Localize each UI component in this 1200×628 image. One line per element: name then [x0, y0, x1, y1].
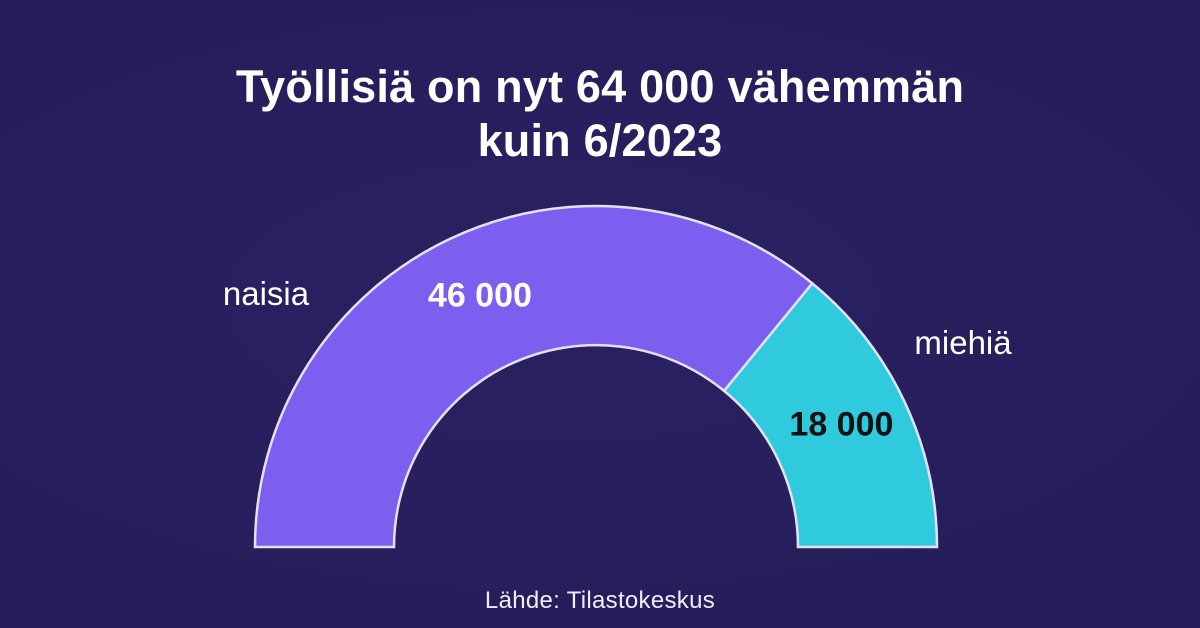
gauge-segment-miehiä — [722, 281, 939, 549]
segment-value-naisia: 46 000 — [427, 276, 532, 315]
chart-title-line1: Työllisiä on nyt 64 000 vähemmän — [235, 61, 965, 112]
segment-value-miehia: 18 000 — [789, 405, 894, 444]
segment-label-miehia: miehiä — [914, 324, 1012, 361]
chart-title-line2: kuin 6/2023 — [477, 115, 723, 166]
chart-title: Työllisiä on nyt 64 000 vähemmän kuin 6/… — [0, 60, 1200, 168]
segment-label-naisia: naisia — [222, 275, 310, 312]
gauge-segment-naisia — [253, 204, 815, 549]
source-caption: Lähde: Tilastokeskus — [484, 587, 716, 614]
